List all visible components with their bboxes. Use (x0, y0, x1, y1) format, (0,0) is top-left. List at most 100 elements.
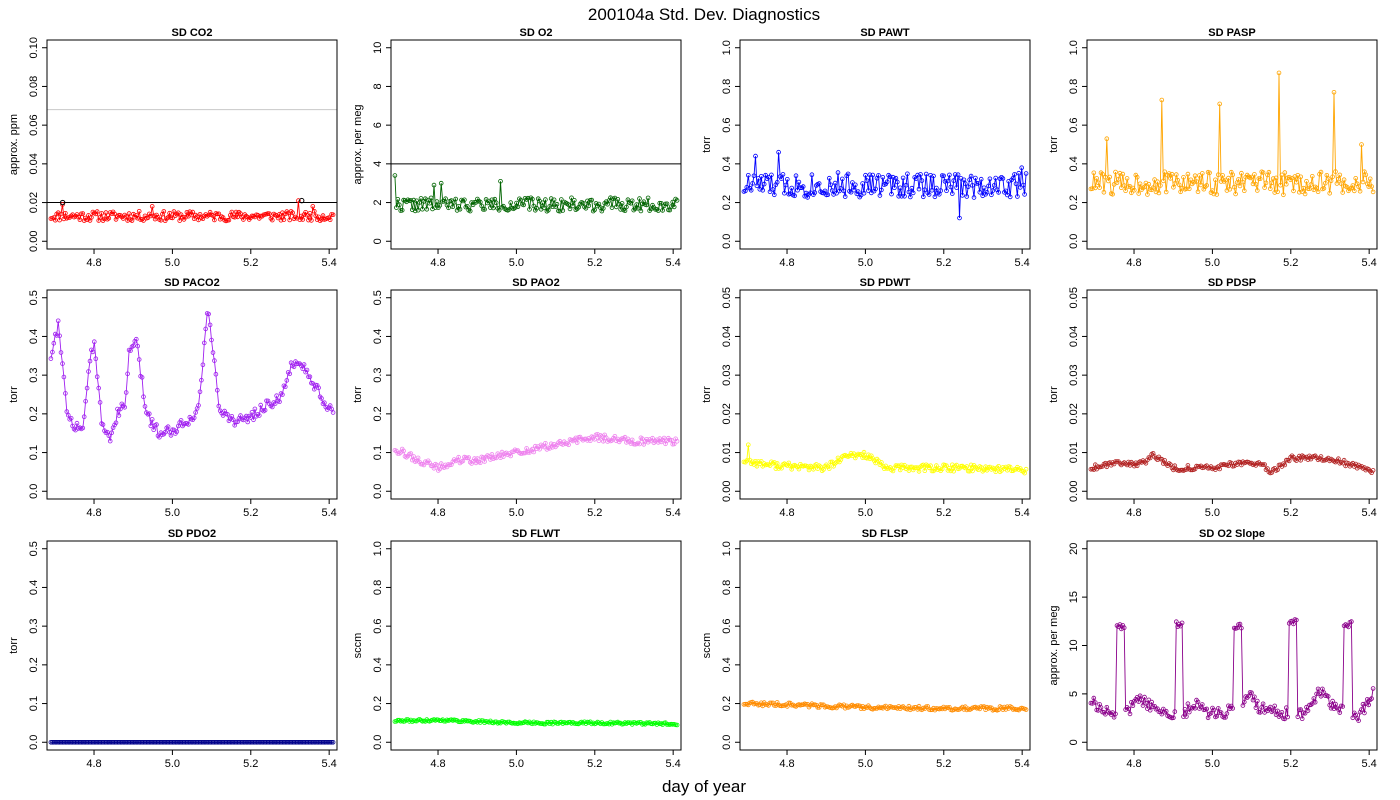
data-point (162, 429, 168, 435)
x-tick-label: 5.4 (322, 257, 337, 269)
data-point (538, 721, 544, 726)
data-point (923, 171, 929, 177)
data-point (63, 391, 68, 396)
data-point (87, 739, 93, 745)
data-point (1270, 708, 1276, 713)
data-point (1278, 182, 1283, 188)
data-point (226, 217, 232, 223)
data-point (207, 322, 213, 328)
data-point (1139, 697, 1144, 703)
data-point (624, 204, 629, 210)
data-point (251, 417, 256, 423)
data-point (71, 739, 77, 745)
data-point (1179, 185, 1185, 191)
data-point (978, 176, 984, 182)
data-point (948, 468, 954, 474)
data-point (1253, 182, 1259, 187)
y-tick-label: 0.2 (28, 657, 40, 672)
data-point (272, 401, 278, 406)
data-point (167, 210, 172, 216)
data-point (905, 171, 910, 177)
data-point (129, 739, 135, 745)
data-point (184, 739, 190, 745)
data-point (877, 193, 883, 198)
data-point (796, 466, 802, 472)
y-tick-label: 0.1 (28, 696, 40, 711)
data-point (828, 182, 833, 188)
data-point (1272, 703, 1277, 709)
data-point (932, 466, 938, 472)
data-point (165, 215, 171, 220)
data-point (52, 331, 58, 337)
data-point (961, 177, 967, 183)
data-point (1091, 170, 1097, 176)
data-point (304, 367, 310, 373)
data-point (580, 200, 586, 206)
data-point (269, 739, 275, 745)
data-point (947, 466, 952, 471)
data-point (245, 419, 251, 425)
data-point (394, 205, 399, 210)
data-point (1119, 185, 1124, 191)
data-point (50, 349, 55, 355)
data-point (1211, 707, 1217, 713)
data-point (826, 175, 832, 181)
y-tick-label: 0.8 (721, 580, 733, 595)
y-axis-label: torr (8, 637, 20, 654)
data-point (860, 703, 865, 709)
data-point (157, 739, 162, 745)
data-point (831, 192, 836, 197)
data-point (322, 400, 327, 406)
data-point (466, 455, 472, 460)
data-point (90, 739, 96, 745)
data-point (493, 200, 499, 206)
data-point (170, 739, 175, 745)
data-point (63, 211, 68, 216)
data-point (280, 739, 285, 745)
data-point (186, 422, 191, 427)
data-point (600, 206, 606, 211)
data-point (112, 739, 117, 745)
data-point (1172, 181, 1178, 186)
data-point (928, 173, 933, 178)
data-point (1107, 174, 1112, 180)
data-point (1155, 179, 1160, 185)
data-point (262, 407, 268, 413)
data-point (395, 197, 401, 202)
y-tick-label: 8 (372, 83, 384, 89)
data-point (608, 195, 613, 201)
y-tick-label: 0.2 (372, 406, 384, 421)
data-point (168, 433, 174, 438)
data-point (1015, 194, 1020, 199)
data-point (541, 205, 547, 211)
data-point (1328, 705, 1334, 711)
data-point (842, 194, 848, 199)
data-point (894, 179, 900, 185)
data-point (1137, 181, 1143, 187)
data-point (301, 739, 307, 745)
data-point (1213, 177, 1218, 183)
data-point (87, 358, 93, 364)
data-point (73, 739, 78, 745)
data-point (1330, 698, 1335, 704)
data-point (93, 739, 99, 745)
data-point (631, 207, 636, 213)
data-point (93, 356, 99, 362)
data-point (835, 703, 841, 709)
data-point (1182, 707, 1188, 712)
data-point (1163, 189, 1169, 195)
data-point (530, 196, 535, 202)
data-point (107, 739, 113, 745)
data-point (470, 202, 476, 208)
data-point (670, 722, 675, 727)
data-point (1224, 711, 1230, 716)
data-point (758, 459, 764, 464)
data-point (965, 184, 971, 190)
data-point (894, 463, 900, 469)
data-point (1269, 180, 1275, 186)
data-point (854, 452, 860, 458)
data-point (929, 188, 935, 193)
data-point (245, 739, 251, 745)
x-tick-label: 5.4 (666, 257, 681, 269)
x-tick-label: 5.0 (165, 257, 180, 269)
